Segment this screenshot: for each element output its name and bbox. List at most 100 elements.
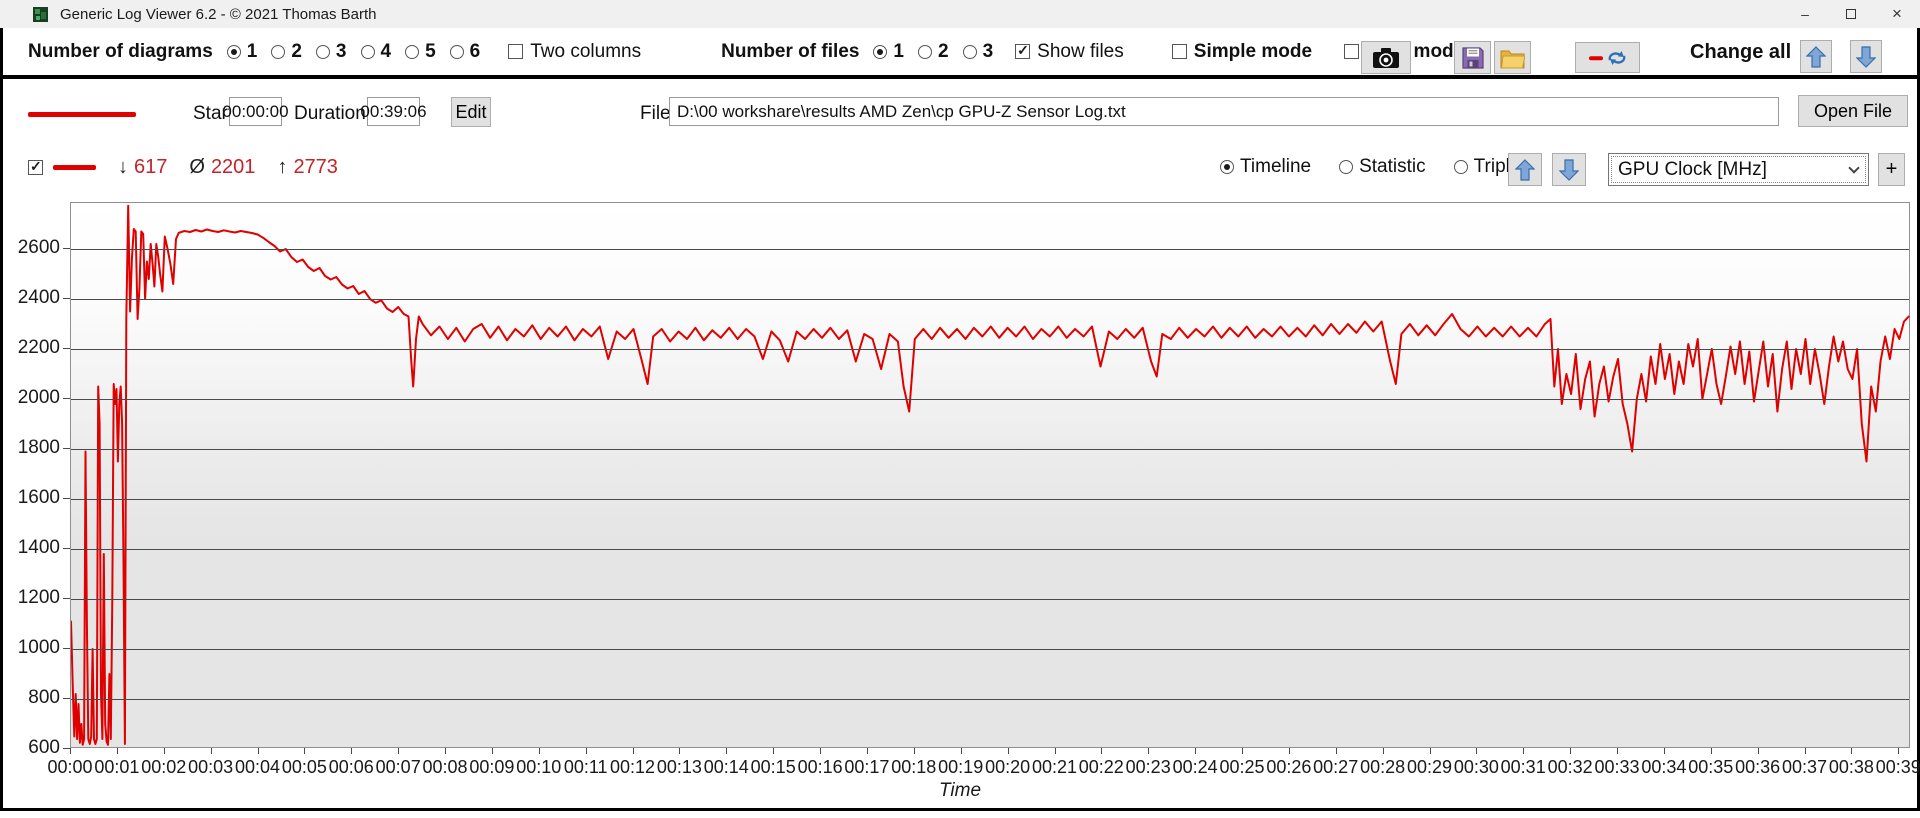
window-controls: – ×: [1782, 0, 1920, 28]
save-button[interactable]: [1454, 41, 1491, 74]
show-files-checkbox[interactable]: Show files: [1015, 41, 1124, 63]
x-axis-tick: [1851, 748, 1853, 754]
x-axis-tick: [1242, 748, 1243, 754]
files-group-label: Number of files: [721, 40, 860, 62]
maximize-button[interactable]: [1828, 0, 1874, 28]
x-axis-label: 00:34: [1641, 757, 1687, 777]
screenshot-button[interactable]: [1361, 41, 1411, 74]
files-radio-3[interactable]: 3: [962, 41, 993, 63]
file-path-input[interactable]: D:\00 workshare\results AMD Zen\cp GPU-Z…: [669, 97, 1779, 126]
x-axis-tick: [773, 748, 775, 754]
radio-icon: [1453, 160, 1468, 174]
duration-label: Duration:: [294, 103, 372, 124]
x-axis-tick: [1663, 748, 1665, 754]
x-axis-label: 00:05: [281, 757, 327, 777]
close-button[interactable]: ×: [1874, 0, 1920, 28]
start-label: Start:: [193, 103, 239, 124]
open-file-button[interactable]: Open File: [1798, 95, 1908, 127]
start-time-input[interactable]: 00:00:00: [222, 97, 289, 126]
x-axis-tick: [445, 748, 446, 754]
move-diagram-down-button[interactable]: [1552, 153, 1586, 186]
max-arrow-icon: ↑: [277, 155, 288, 178]
simple-mode-checkbox[interactable]: Simple mode: [1171, 41, 1312, 63]
x-axis-tick: [960, 748, 962, 754]
x-axis-tick: [491, 748, 493, 754]
x-axis-label: 00:35: [1688, 757, 1734, 777]
diagrams-radio-6[interactable]: 6: [449, 41, 480, 63]
x-axis-label: 00:02: [141, 757, 187, 777]
y-axis-label: 1400: [17, 537, 60, 558]
x-axis-tick: [1804, 748, 1806, 754]
y-axis-tick: [63, 598, 70, 599]
radio-icon: [271, 44, 286, 59]
x-axis-tick: [398, 748, 400, 754]
x-axis-label: 00:32: [1547, 757, 1593, 777]
x-axis-label: 00:10: [516, 757, 562, 777]
x-axis-label: 00:38: [1828, 757, 1874, 777]
diagrams-radio-3[interactable]: 3: [315, 41, 347, 63]
x-axis-tick: [820, 748, 822, 754]
max-value: 2773: [293, 155, 338, 178]
diagrams-radio-1[interactable]: 1: [226, 41, 257, 63]
x-axis-tick: [1570, 748, 1572, 754]
move-all-up-button[interactable]: [1800, 40, 1832, 73]
move-diagram-up-button[interactable]: [1508, 153, 1542, 186]
minimize-button[interactable]: –: [1782, 0, 1828, 28]
x-axis-label: 00:23: [1125, 757, 1171, 777]
series-visible-checkbox[interactable]: [28, 158, 43, 175]
diagrams-radio-5[interactable]: 5: [405, 41, 436, 63]
y-axis-tick: [63, 498, 70, 499]
x-axis-tick: [1101, 748, 1103, 754]
y-axis-tick: [63, 548, 70, 549]
y-axis-label: 2600: [17, 237, 60, 258]
two-columns-checkbox[interactable]: Two columns: [508, 41, 641, 63]
x-axis-tick: [1288, 748, 1290, 754]
add-signal-button[interactable]: +: [1878, 153, 1905, 186]
files-radio-1[interactable]: 1: [873, 41, 904, 63]
camera-icon: [1373, 47, 1399, 68]
gridline-2000: [71, 399, 1909, 400]
y-axis-label: 600: [28, 737, 60, 758]
y-axis-label: 800: [28, 687, 60, 708]
move-all-down-button[interactable]: [1850, 40, 1882, 73]
reload-signal-button[interactable]: [1575, 42, 1640, 73]
x-axis-label: 00:12: [609, 757, 656, 777]
diagrams-group-label: Number of diagrams: [28, 40, 213, 62]
x-axis-tick: [1617, 748, 1618, 754]
x-axis-label: 00:25: [1219, 757, 1265, 777]
open-folder-button[interactable]: [1494, 41, 1531, 74]
files-radio-2[interactable]: 2: [918, 41, 949, 63]
x-axis-label: 00:18: [891, 757, 937, 777]
duration-input[interactable]: 00:39:06: [360, 97, 427, 126]
x-axis-tick: [538, 748, 540, 754]
window-border-bottom: [0, 808, 1920, 811]
series-max-stat: ↑ 2773: [277, 156, 338, 179]
y-axis-tick: [63, 698, 70, 699]
x-axis-label: 00:13: [656, 757, 702, 777]
edit-button[interactable]: Edit: [451, 97, 491, 127]
view-radio-statistic[interactable]: Statistic: [1339, 156, 1426, 178]
main-toolbar: Number of diagrams 1 2 3 4 5 6 Two colum…: [3, 28, 1917, 79]
radio-icon: [449, 44, 464, 59]
signal-selector-dropdown[interactable]: GPU Clock [MHz]: [1608, 153, 1869, 186]
x-axis-tick: [1382, 748, 1384, 754]
x-axis-tick: [1476, 748, 1478, 754]
series-min-stat: ↓ 617: [118, 156, 167, 179]
x-axis-tick: [1523, 748, 1525, 754]
radio-icon: [873, 44, 888, 59]
gridline-1800: [71, 449, 1909, 450]
folder-icon: [1500, 50, 1525, 68]
x-axis-label: 00:08: [422, 757, 468, 777]
diagrams-radio-2[interactable]: 2: [271, 41, 302, 63]
gridline-800: [71, 699, 1909, 700]
x-axis-label: 00:11: [563, 757, 608, 777]
arrow-up-icon: [1515, 158, 1535, 181]
radio-icon: [962, 44, 977, 59]
x-axis-label: 00:04: [234, 757, 281, 777]
x-axis-label: 00:19: [938, 757, 984, 777]
view-radio-timeline[interactable]: Timeline: [1220, 156, 1311, 178]
diagrams-radio-4[interactable]: 4: [360, 41, 391, 63]
plot-area[interactable]: [70, 202, 1910, 748]
x-axis-label: 00:26: [1266, 757, 1312, 777]
